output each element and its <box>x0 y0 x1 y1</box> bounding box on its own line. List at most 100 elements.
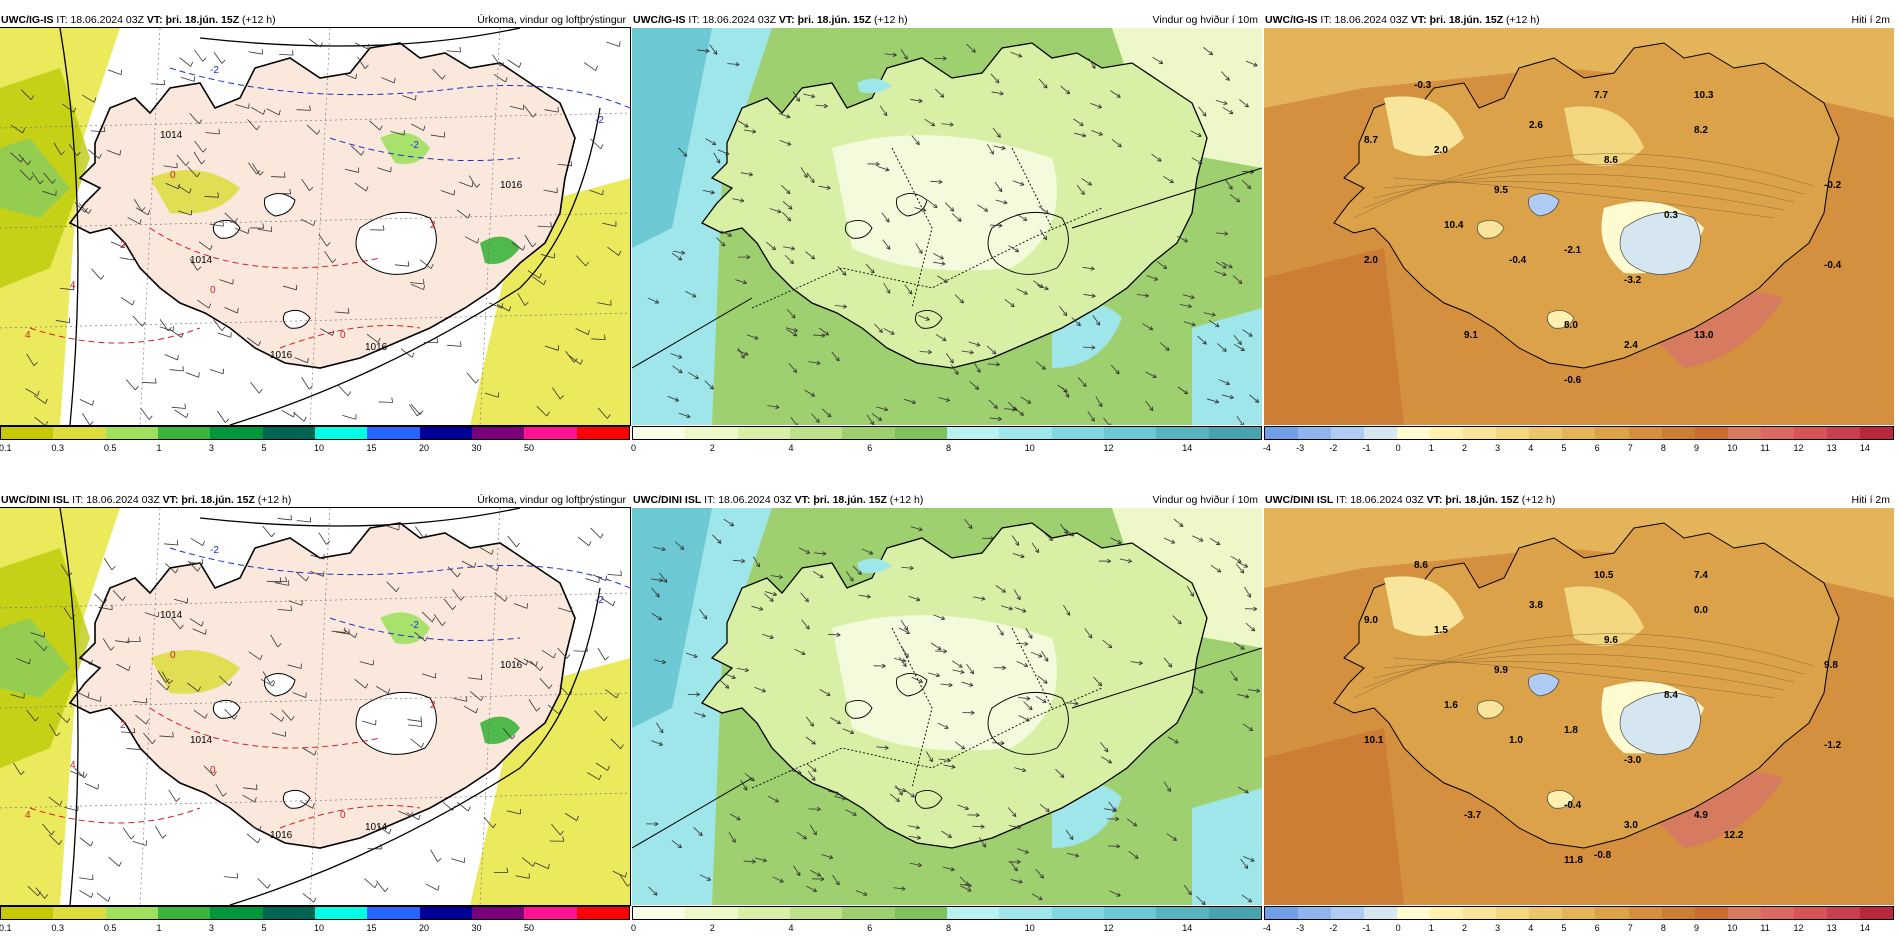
wind-arrow <box>678 412 691 418</box>
wind-arrow <box>954 741 965 750</box>
wind-arrow-head <box>778 574 783 580</box>
wind-arrow-head <box>993 404 998 409</box>
wind-arrow <box>1035 868 1044 879</box>
wind-arrow-head <box>1179 522 1184 527</box>
wind-barb-flag <box>407 261 410 267</box>
wind-arrow <box>709 44 718 55</box>
wind-barb-flag <box>222 792 227 797</box>
color-scale-swatch <box>1628 907 1662 919</box>
contour-label: 4 <box>70 760 76 771</box>
wind-arrow-head <box>1157 157 1162 162</box>
wind-barb <box>79 877 94 881</box>
wind-arrow-head <box>1199 689 1204 694</box>
wind-barb-flag <box>314 750 317 756</box>
wind-barb-flag <box>415 95 417 101</box>
wind-arrow-head <box>1228 185 1233 190</box>
wind-barb-flag <box>163 79 166 85</box>
wind-barb <box>132 700 147 704</box>
wind-barb <box>119 257 134 261</box>
wind-arrow-head <box>857 570 862 575</box>
wind-arrow-head <box>1222 347 1227 352</box>
wind-barb-flag <box>393 77 396 83</box>
color-scale-swatch <box>842 907 895 919</box>
wind-arrow <box>765 591 777 596</box>
color-scale-swatch <box>789 907 843 919</box>
wind-arrow-head <box>769 597 774 602</box>
wind-arrow <box>1110 364 1120 375</box>
header-it-label: IT: <box>56 14 68 26</box>
wind-barb <box>88 149 100 159</box>
wind-barb-flag <box>411 811 413 817</box>
wind-barb-flag <box>518 62 522 68</box>
temp-point-label: 8.2 <box>1694 125 1708 136</box>
wind-barb-flag <box>354 632 358 638</box>
wind-barb <box>126 748 141 750</box>
wind-arrow-head <box>1023 290 1028 295</box>
wind-barb-flag <box>504 596 508 602</box>
wind-barb <box>218 675 230 686</box>
wind-barb-flag <box>267 883 271 889</box>
color-scale-swatch <box>1628 427 1662 439</box>
wind-barb <box>213 319 223 331</box>
wind-barb-flag <box>600 533 604 539</box>
wind-arrow-head <box>960 669 965 675</box>
wind-arrow <box>895 785 903 796</box>
wind-arrow-head <box>885 218 890 223</box>
wind-arrow <box>876 746 889 749</box>
wind-arrow <box>1087 411 1095 422</box>
wind-arrow <box>659 572 668 583</box>
wind-arrow-head <box>1022 216 1028 221</box>
wind-barb-flag <box>139 219 142 225</box>
wind-barb-flag <box>560 830 564 836</box>
color-scale-swatch <box>53 907 106 919</box>
wind-barb <box>552 387 561 400</box>
wind-arrow-head <box>1019 411 1024 416</box>
wind-barb <box>60 564 69 577</box>
wind-arrow <box>1208 319 1220 328</box>
wind-arrow-head <box>809 722 814 727</box>
color-scale-tick-label: 4 <box>788 443 794 453</box>
wind-barb-flag <box>145 719 149 725</box>
contour-label: 1014 <box>190 735 213 746</box>
wind-barb-flag <box>588 541 592 547</box>
wind-arrow-head <box>1244 789 1249 794</box>
temp-point-label: -0.6 <box>1564 375 1582 386</box>
wind-arrow <box>1214 271 1227 276</box>
wind-barb-flag <box>303 416 307 422</box>
wind-barb <box>440 190 455 196</box>
color-scale-tick-label: 12 <box>1103 923 1114 933</box>
wind-arrow-head <box>1042 698 1047 703</box>
wind-barb-flag <box>176 797 181 802</box>
wind-barb-flag <box>29 175 33 181</box>
wind-barb <box>597 302 612 306</box>
wind-arrow-head <box>1183 238 1189 243</box>
wind-arrow-head <box>677 843 682 849</box>
wind-barb <box>132 840 147 846</box>
wind-barb-flag <box>58 840 63 845</box>
wind-arrow-head <box>883 407 889 412</box>
wind-arrow <box>702 189 715 194</box>
wind-barb <box>493 73 506 83</box>
wind-barb-flag <box>387 688 391 694</box>
color-scale-swatch <box>1661 427 1695 439</box>
wind-arrow <box>717 149 730 155</box>
panel-header: UWC/DINI ISL IT: 18.06.2024 03Z VT: þri.… <box>0 492 630 508</box>
wind-arrow-head <box>713 50 718 55</box>
wind-barb <box>334 311 349 314</box>
color-scale-swatch <box>1727 427 1761 439</box>
wind-arrow-head <box>1202 112 1207 117</box>
wind-arrow-head <box>653 891 658 896</box>
wind-barb <box>224 307 238 314</box>
wind-arrow <box>995 199 1008 204</box>
wind-arrow <box>800 592 809 603</box>
wind-arrow <box>805 251 816 260</box>
color-scale-swatch <box>1463 427 1497 439</box>
wind-arrow-head <box>1090 266 1095 271</box>
wind-barb-flag <box>90 841 94 847</box>
wind-arrow <box>1109 890 1121 897</box>
wind-barb <box>464 236 478 244</box>
isobar <box>199 508 521 527</box>
contour-label: 1016 <box>500 660 523 671</box>
wind-barb <box>209 223 224 227</box>
wind-arrow <box>1177 386 1188 395</box>
